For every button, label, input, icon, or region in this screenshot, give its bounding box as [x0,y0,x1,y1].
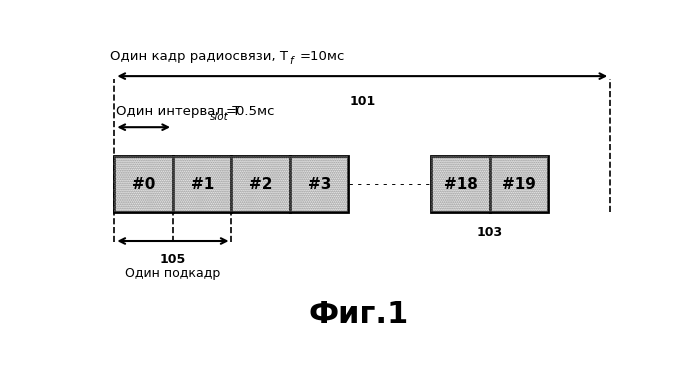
Bar [290,157,349,212]
Bar [290,157,349,212]
Text: #19: #19 [502,177,536,192]
Bar [431,157,490,212]
Text: Один интервал, T: Один интервал, T [115,105,240,118]
Bar [231,157,290,212]
Text: Фиг.1: Фиг.1 [308,299,408,329]
Text: 105: 105 [160,253,186,266]
Text: Один кадр радиосвязи, T: Один кадр радиосвязи, T [110,50,288,63]
Text: Один подкадр: Один подкадр [125,267,221,280]
Text: slot: slot [210,112,229,122]
Text: #2: #2 [249,177,273,192]
Text: #18: #18 [444,177,477,192]
Text: #1: #1 [191,177,214,192]
Text: - - - - - - - - - -: - - - - - - - - - - [350,178,431,191]
Text: #3: #3 [308,177,331,192]
Bar [173,157,231,212]
Text: 103: 103 [477,226,503,240]
Bar [115,157,173,212]
Text: f: f [289,56,292,66]
Bar [173,157,231,212]
Bar [231,157,290,212]
Text: =0.5мс: =0.5мс [226,105,275,118]
Bar [490,157,549,212]
Text: #0: #0 [132,177,155,192]
Text: 101: 101 [350,95,375,108]
Bar [431,157,490,212]
Bar [490,157,549,212]
Text: =10мс: =10мс [300,50,345,63]
Bar [115,157,173,212]
